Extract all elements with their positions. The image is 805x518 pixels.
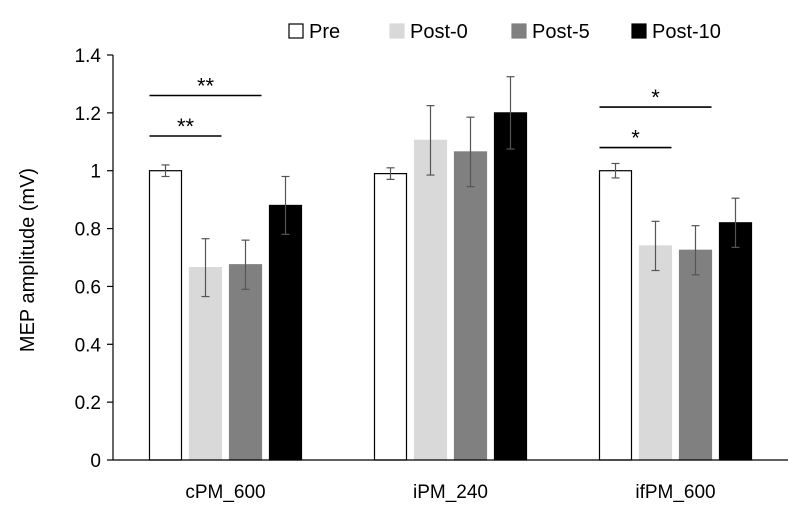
bar [148,170,183,461]
legend-label: Post-0 [410,21,468,43]
legend-label: Post-10 [652,21,721,43]
x-axis-ticks: cPM_600 iPM_240 ifPM_600 [185,482,715,503]
y-tick-label: 0.8 [75,220,101,241]
legend-swatch [389,23,405,39]
y-axis-label: MEP amplitude (mV) [17,168,39,352]
y-axis-ticks: 0 0.2 0.4 0.6 0.8 1 1.2 1.4 [75,46,113,472]
significance-label: ** [177,114,195,139]
y-tick-label: 0.2 [75,393,101,414]
x-tick-label: ifPM_600 [635,482,715,503]
y-tick-label: 1.2 [75,104,101,125]
legend-swatch [288,23,304,39]
y-tick-label: 0.6 [75,277,101,298]
x-tick-label: cPM_600 [185,482,265,503]
bar [413,139,448,461]
legend-label: Pre [309,21,340,43]
bar [638,245,673,461]
legend: Pre Post-0 Post-5 Post-10 [288,21,721,43]
legend-label: Post-5 [532,21,590,43]
bar [718,222,753,461]
bar [493,112,528,461]
y-tick-label: 0 [90,451,101,472]
legend-swatch [631,23,647,39]
y-tick-label: 1.4 [75,46,102,67]
significance-label: ** [197,74,215,99]
bar [678,249,713,461]
significance-label: * [651,85,660,110]
y-tick-label: 1 [90,162,101,183]
bar [188,267,223,461]
bar [453,151,488,461]
significance-label: * [631,126,640,151]
y-tick-label: 0.4 [75,335,102,356]
x-tick-label: iPM_240 [413,482,488,503]
error-bars [161,76,740,298]
legend-swatch [511,23,527,39]
bar [268,204,303,461]
bar [598,170,633,461]
significance-markers: ****** [149,74,712,151]
bar [228,264,263,461]
bars [148,112,753,461]
bar [373,173,408,461]
